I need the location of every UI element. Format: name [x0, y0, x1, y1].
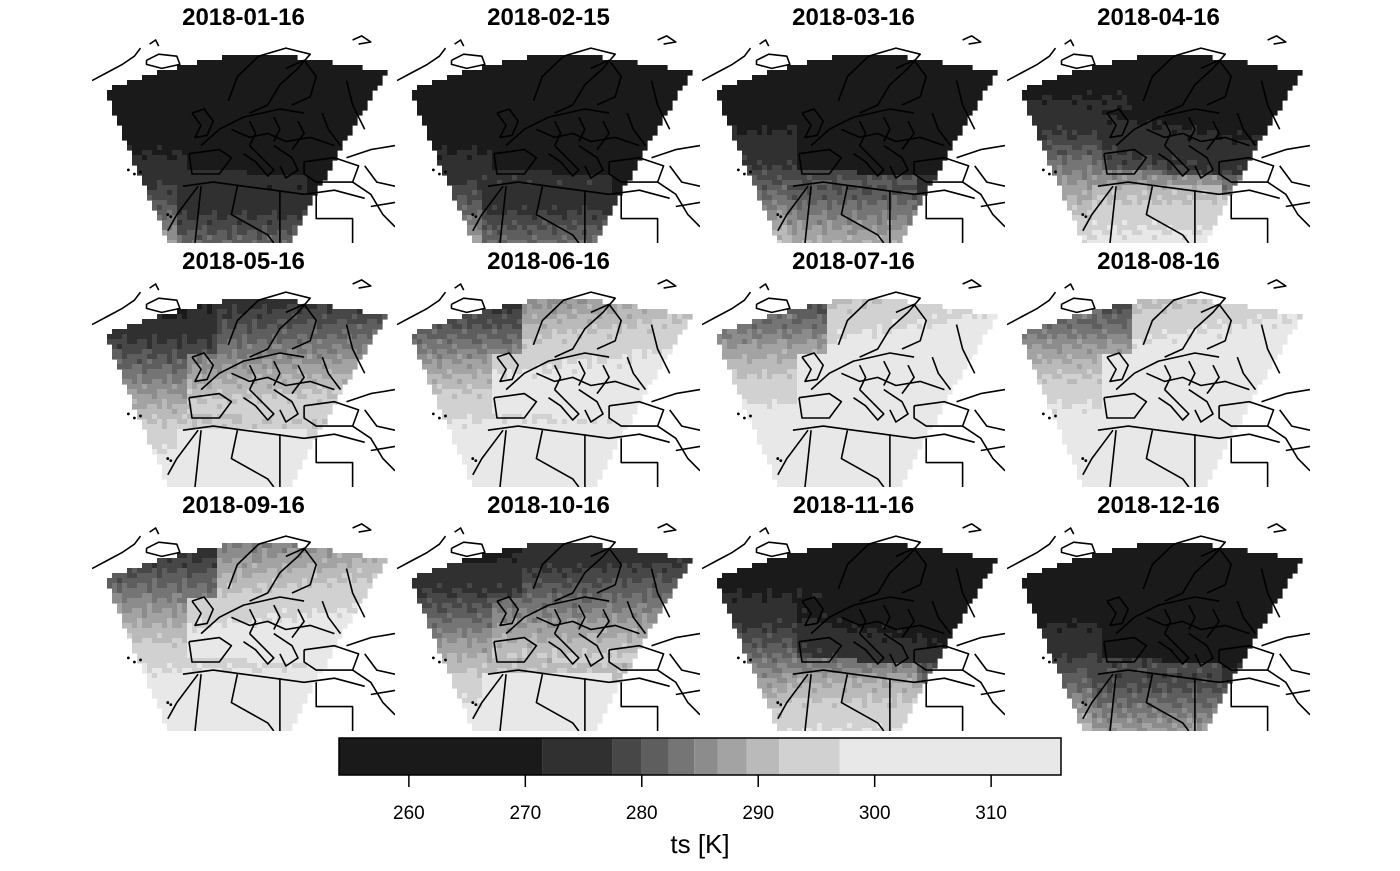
- colorbar-band-3: [642, 738, 669, 775]
- panel-title: 2018-08-16: [1097, 248, 1220, 275]
- colorbar-tick-label: 310: [975, 803, 1007, 824]
- map-panel-2018-11-16: 2018-11-16: [702, 492, 1005, 734]
- colorbar-title: ts [K]: [670, 829, 729, 859]
- map-panel-2018-03-16: 2018-03-16: [702, 4, 1005, 246]
- map-panel-2018-10-16: 2018-10-16: [397, 492, 700, 734]
- map-panel-2018-04-16: 2018-04-16: [1007, 4, 1310, 246]
- panel-title: 2018-09-16: [182, 492, 305, 519]
- temperature-raster: [107, 543, 388, 734]
- map-panel-2018-07-16: 2018-07-16: [702, 248, 1005, 490]
- colorbar-tick-label: 300: [859, 803, 891, 824]
- colorbar-band-7: [747, 738, 780, 775]
- map-panel-2018-06-16: 2018-06-16: [397, 248, 700, 490]
- colorbar-tick-label: 260: [393, 803, 425, 824]
- colorbar-band-6: [717, 738, 746, 775]
- map-panel-2018-08-16: 2018-08-16: [1007, 248, 1310, 490]
- temperature-raster: [1022, 543, 1303, 734]
- temperature-raster: [717, 55, 998, 246]
- colorbar-band-0: [339, 738, 543, 775]
- panel-title: 2018-10-16: [487, 492, 610, 519]
- colorbar-bands: [339, 738, 1061, 775]
- temperature-raster: [412, 55, 693, 246]
- temperature-raster: [717, 543, 998, 734]
- panel-title: 2018-06-16: [487, 248, 610, 275]
- temperature-raster: [107, 299, 388, 490]
- panel-title: 2018-01-16: [182, 4, 305, 31]
- colorbar-tick-label: 290: [742, 803, 774, 824]
- map-panel-2018-09-16: 2018-09-16: [92, 492, 395, 734]
- colorbar-band-8: [779, 738, 840, 775]
- panel-title: 2018-07-16: [792, 248, 915, 275]
- temperature-raster: [412, 299, 693, 490]
- temperature-raster: [1022, 55, 1303, 246]
- colorbar-band-9: [840, 738, 1061, 775]
- colorbar-tick-label: 280: [626, 803, 658, 824]
- temperature-raster: [107, 55, 388, 246]
- panel-title: 2018-05-16: [182, 248, 305, 275]
- temperature-raster: [412, 543, 693, 734]
- colorbar-band-1: [543, 738, 613, 775]
- temperature-raster: [717, 299, 998, 490]
- map-panels: 2018-01-16 2018-02-15 2018-03-16 2018-04-16…: [92, 4, 1310, 734]
- map-panel-2018-02-15: 2018-02-15: [397, 4, 700, 246]
- panel-title: 2018-02-15: [487, 4, 610, 31]
- colorbar-band-5: [694, 738, 717, 775]
- colorbar-band-2: [613, 738, 642, 775]
- colorbar-tick-label: 270: [509, 803, 541, 824]
- temperature-raster: [1022, 299, 1303, 490]
- colorbar-band-4: [669, 738, 695, 775]
- panel-title: 2018-03-16: [792, 4, 915, 31]
- panel-title: 2018-12-16: [1097, 492, 1220, 519]
- panel-title: 2018-11-16: [793, 492, 914, 519]
- colorbar-ticks: 260 270 280 290 300 310: [393, 775, 1007, 824]
- panel-title: 2018-04-16: [1097, 4, 1220, 31]
- map-panel-2018-05-16: 2018-05-16: [92, 248, 395, 490]
- map-panel-2018-01-16: 2018-01-16: [92, 4, 395, 246]
- map-panel-2018-12-16: 2018-12-16: [1007, 492, 1310, 734]
- colorbar-legend: 260 270 280 290 300 310 ts [K]: [339, 738, 1061, 859]
